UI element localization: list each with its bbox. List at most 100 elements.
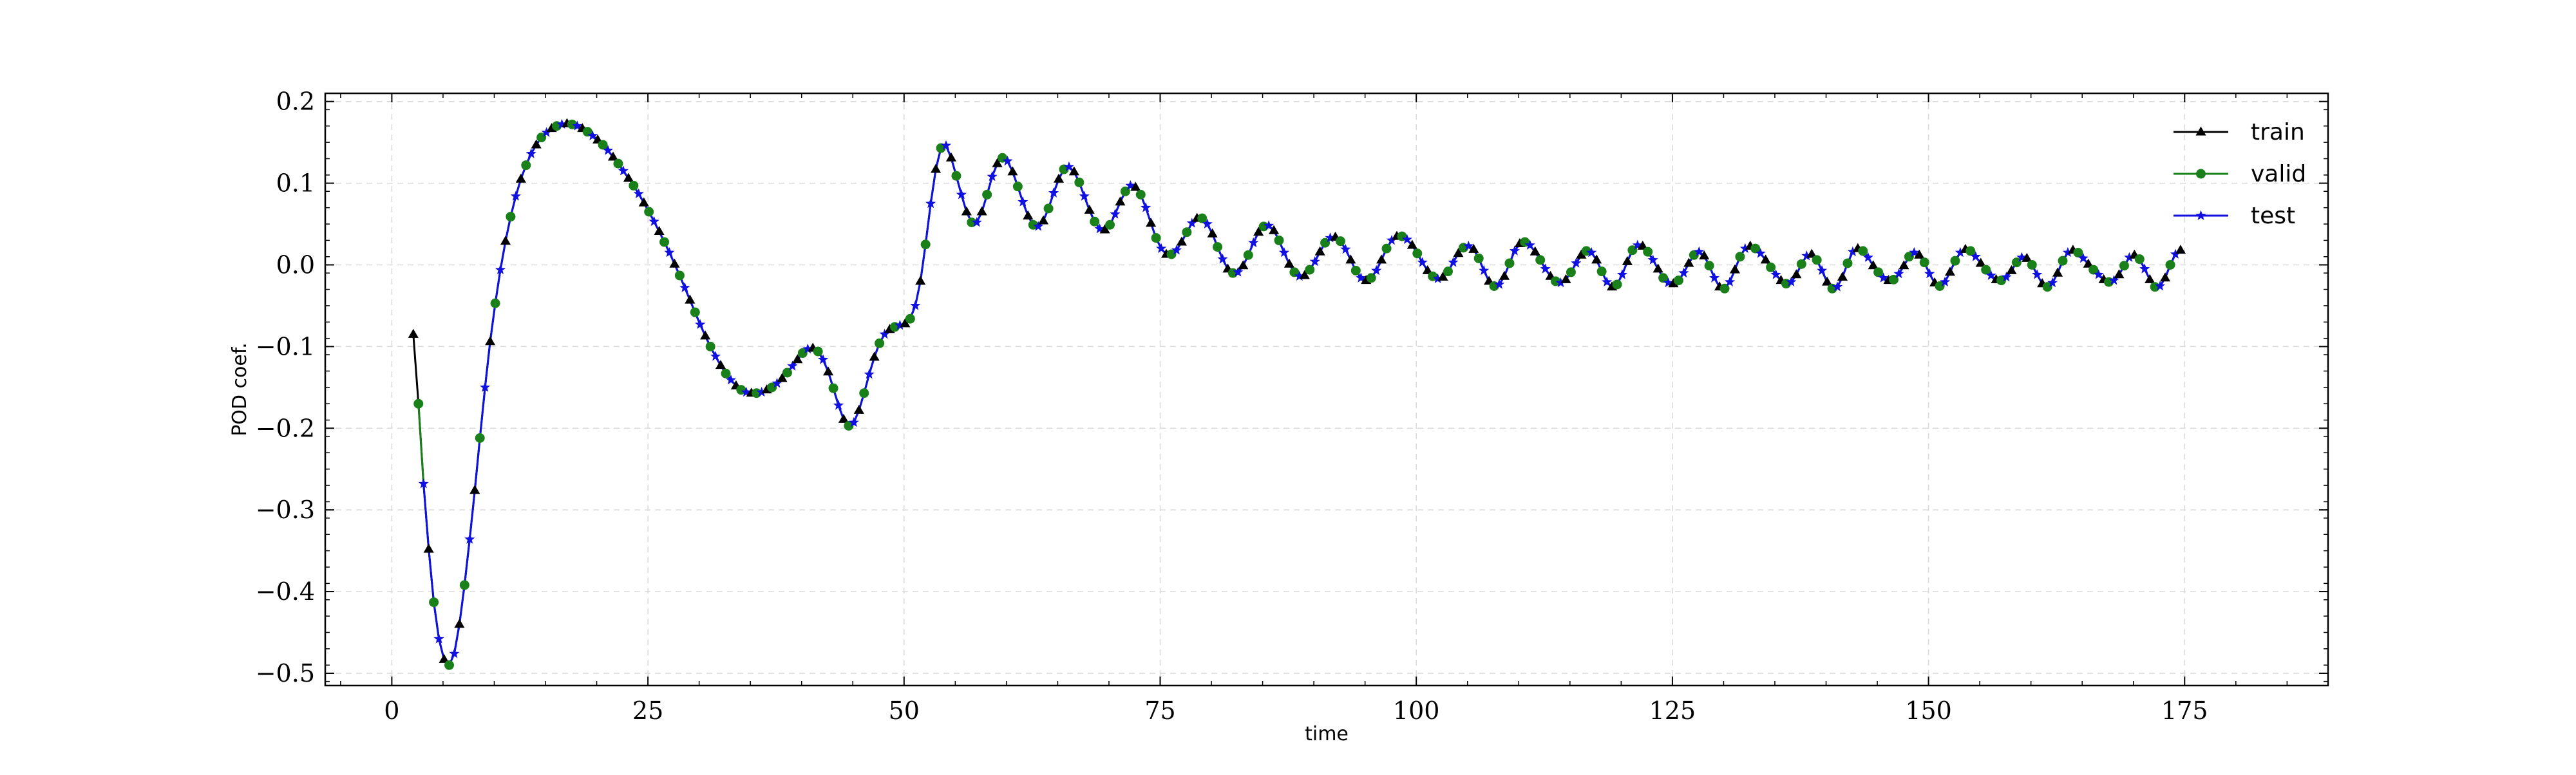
marker-test bbox=[772, 378, 782, 388]
marker-valid bbox=[1965, 246, 1976, 256]
marker-test bbox=[1586, 247, 1597, 257]
marker-valid bbox=[613, 158, 623, 169]
marker-test bbox=[1479, 265, 1490, 275]
legend-marker-test bbox=[2195, 210, 2206, 220]
marker-train bbox=[1729, 264, 1741, 274]
marker-valid bbox=[521, 160, 531, 171]
marker-valid bbox=[413, 398, 424, 409]
marker-train bbox=[454, 619, 465, 628]
marker-train bbox=[869, 351, 880, 361]
marker-train bbox=[1653, 263, 1663, 273]
marker-valid bbox=[506, 212, 516, 222]
marker-train bbox=[1637, 240, 1648, 250]
marker-valid bbox=[1535, 255, 1546, 265]
marker-test bbox=[1417, 257, 1428, 267]
marker-valid bbox=[844, 420, 854, 431]
marker-train bbox=[1683, 257, 1694, 267]
marker-train bbox=[1699, 250, 1710, 260]
legend: train valid test bbox=[2174, 119, 2306, 229]
marker-test bbox=[1401, 234, 1412, 244]
marker-test bbox=[587, 130, 598, 140]
marker-train bbox=[623, 173, 634, 182]
marker-test bbox=[2108, 275, 2119, 285]
marker-train bbox=[607, 151, 619, 161]
marker-test bbox=[1079, 191, 1090, 201]
x-tick-label: 50 bbox=[889, 696, 920, 725]
legend-label: valid bbox=[2251, 161, 2306, 187]
marker-valid bbox=[1350, 265, 1361, 275]
marker-train bbox=[1376, 254, 1387, 264]
marker-test bbox=[1786, 276, 1797, 286]
marker-test bbox=[1018, 196, 1028, 207]
marker-test bbox=[864, 369, 875, 379]
marker-train bbox=[1115, 196, 1126, 206]
marker-test bbox=[1294, 270, 1305, 281]
marker-test bbox=[1893, 268, 1904, 279]
marker-train bbox=[1591, 254, 1602, 264]
marker-valid bbox=[797, 348, 808, 359]
marker-valid bbox=[1213, 242, 1223, 252]
marker-valid bbox=[2011, 257, 2022, 268]
marker-test bbox=[1094, 223, 1105, 234]
marker-test bbox=[1063, 161, 1074, 172]
marker-valid bbox=[1673, 275, 1683, 286]
marker-valid bbox=[475, 433, 485, 444]
marker-valid bbox=[1504, 258, 1515, 268]
marker-test bbox=[556, 118, 567, 129]
y-axis-label: POD coef. bbox=[229, 342, 251, 436]
marker-test bbox=[1832, 281, 1843, 292]
marker-test bbox=[1555, 277, 1566, 288]
marker-test bbox=[2047, 277, 2058, 288]
marker-test bbox=[1540, 263, 1551, 274]
marker-test bbox=[1862, 252, 1873, 262]
marker-train bbox=[1499, 270, 1510, 280]
marker-test bbox=[1694, 246, 1705, 257]
marker-valid bbox=[1612, 279, 1622, 290]
marker-test bbox=[1647, 254, 1658, 265]
marker-test bbox=[1940, 276, 1951, 286]
marker-valid bbox=[629, 180, 639, 191]
marker-test bbox=[1156, 243, 1167, 253]
marker-valid bbox=[2027, 259, 2037, 270]
x-tick-label: 125 bbox=[1649, 696, 1696, 725]
marker-test bbox=[510, 191, 521, 201]
marker-valid bbox=[2042, 282, 2052, 292]
marker-train bbox=[961, 206, 972, 216]
marker-valid bbox=[1643, 247, 1653, 257]
y-tick-label: −0.1 bbox=[256, 332, 315, 360]
marker-train bbox=[2083, 258, 2094, 268]
y-tick-label: 0.1 bbox=[276, 169, 315, 198]
marker-train bbox=[500, 236, 511, 245]
marker-train bbox=[1406, 239, 1417, 249]
marker-test bbox=[971, 217, 982, 227]
marker-train bbox=[1530, 246, 1540, 256]
marker-train bbox=[1453, 248, 1464, 257]
marker-train bbox=[669, 258, 680, 268]
marker-test bbox=[526, 148, 536, 158]
marker-valid bbox=[2058, 256, 2068, 266]
marker-train bbox=[1299, 270, 1310, 279]
y-tick-label: −0.4 bbox=[256, 577, 315, 606]
marker-train bbox=[1176, 236, 1187, 246]
marker-valid bbox=[1735, 252, 1745, 262]
marker-test bbox=[925, 198, 936, 209]
marker-valid bbox=[444, 660, 454, 670]
marker-train bbox=[2052, 267, 2063, 277]
marker-train bbox=[1622, 256, 1633, 265]
marker-test bbox=[1494, 279, 1505, 289]
marker-valid bbox=[875, 338, 885, 348]
marker-test bbox=[1616, 269, 1627, 279]
marker-train bbox=[700, 330, 711, 340]
marker-valid bbox=[429, 597, 439, 608]
marker-valid bbox=[767, 382, 777, 393]
marker-test bbox=[848, 416, 859, 427]
marker-test bbox=[2155, 281, 2166, 291]
marker-test bbox=[1448, 257, 1459, 267]
marker-test bbox=[2124, 252, 2135, 262]
marker-train bbox=[1437, 272, 1448, 281]
marker-valid bbox=[659, 237, 670, 247]
marker-valid bbox=[1981, 265, 1991, 275]
marker-valid bbox=[905, 313, 915, 324]
